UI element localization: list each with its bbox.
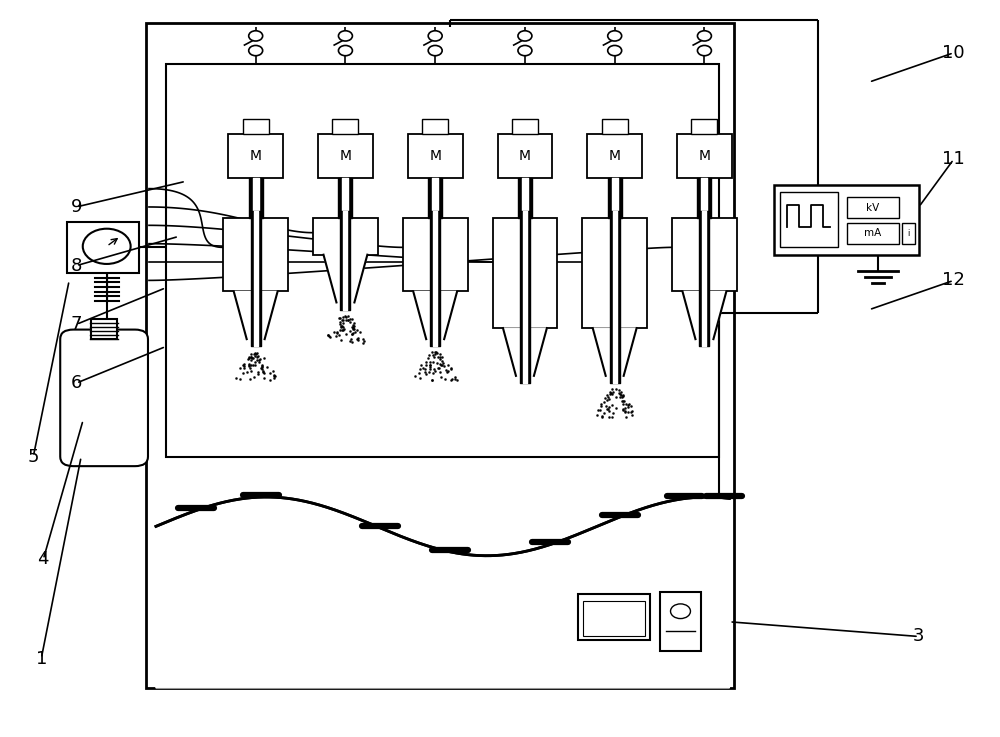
Bar: [583, 601, 645, 636]
Bar: [587, 133, 642, 178]
Bar: [774, 185, 919, 255]
Bar: [332, 119, 358, 133]
Text: 10: 10: [942, 43, 965, 62]
Polygon shape: [156, 497, 729, 688]
Bar: [660, 593, 701, 652]
Text: M: M: [609, 149, 621, 163]
Bar: [228, 133, 283, 178]
Bar: [223, 218, 288, 291]
Circle shape: [608, 46, 622, 56]
Bar: [847, 223, 899, 244]
Circle shape: [671, 604, 690, 618]
Text: 11: 11: [942, 150, 965, 168]
Bar: [582, 218, 647, 328]
Text: 7: 7: [70, 315, 82, 333]
Text: 6: 6: [70, 374, 82, 392]
Text: 5: 5: [28, 447, 39, 466]
Polygon shape: [413, 291, 457, 339]
Circle shape: [428, 31, 442, 41]
Bar: [146, 24, 734, 688]
Polygon shape: [323, 255, 367, 302]
Text: i: i: [907, 229, 910, 238]
Circle shape: [338, 31, 352, 41]
Bar: [691, 119, 717, 133]
Bar: [67, 222, 139, 273]
Circle shape: [338, 46, 352, 56]
Text: 1: 1: [36, 649, 47, 668]
Bar: [313, 218, 378, 255]
Bar: [578, 594, 650, 640]
Bar: [677, 133, 732, 178]
Text: 12: 12: [942, 271, 965, 290]
Text: 9: 9: [70, 198, 82, 216]
Polygon shape: [593, 328, 637, 376]
Bar: [902, 223, 915, 244]
Bar: [243, 119, 269, 133]
Circle shape: [697, 46, 711, 56]
Text: M: M: [429, 149, 441, 163]
Circle shape: [697, 31, 711, 41]
Bar: [422, 119, 448, 133]
Circle shape: [249, 46, 263, 56]
Text: M: M: [698, 149, 710, 163]
Bar: [780, 192, 838, 248]
Bar: [408, 133, 463, 178]
Bar: [498, 133, 552, 178]
Text: kV: kV: [866, 203, 880, 213]
FancyBboxPatch shape: [60, 329, 148, 466]
Circle shape: [518, 46, 532, 56]
Bar: [847, 198, 899, 218]
Bar: [602, 119, 628, 133]
Bar: [403, 218, 468, 291]
Circle shape: [83, 228, 131, 264]
Text: M: M: [519, 149, 531, 163]
Circle shape: [518, 31, 532, 41]
Bar: [166, 64, 719, 457]
Bar: [493, 218, 557, 328]
Bar: [672, 218, 737, 291]
Text: mA: mA: [864, 228, 882, 238]
Text: 3: 3: [913, 627, 925, 646]
Bar: [512, 119, 538, 133]
Circle shape: [428, 46, 442, 56]
Polygon shape: [682, 291, 726, 339]
Text: M: M: [339, 149, 351, 163]
Circle shape: [249, 31, 263, 41]
Polygon shape: [503, 328, 547, 376]
Circle shape: [608, 31, 622, 41]
Text: 4: 4: [38, 551, 49, 568]
Text: M: M: [250, 149, 262, 163]
Text: 8: 8: [70, 256, 82, 275]
Polygon shape: [234, 291, 278, 339]
Bar: [91, 318, 117, 339]
Bar: [318, 133, 373, 178]
